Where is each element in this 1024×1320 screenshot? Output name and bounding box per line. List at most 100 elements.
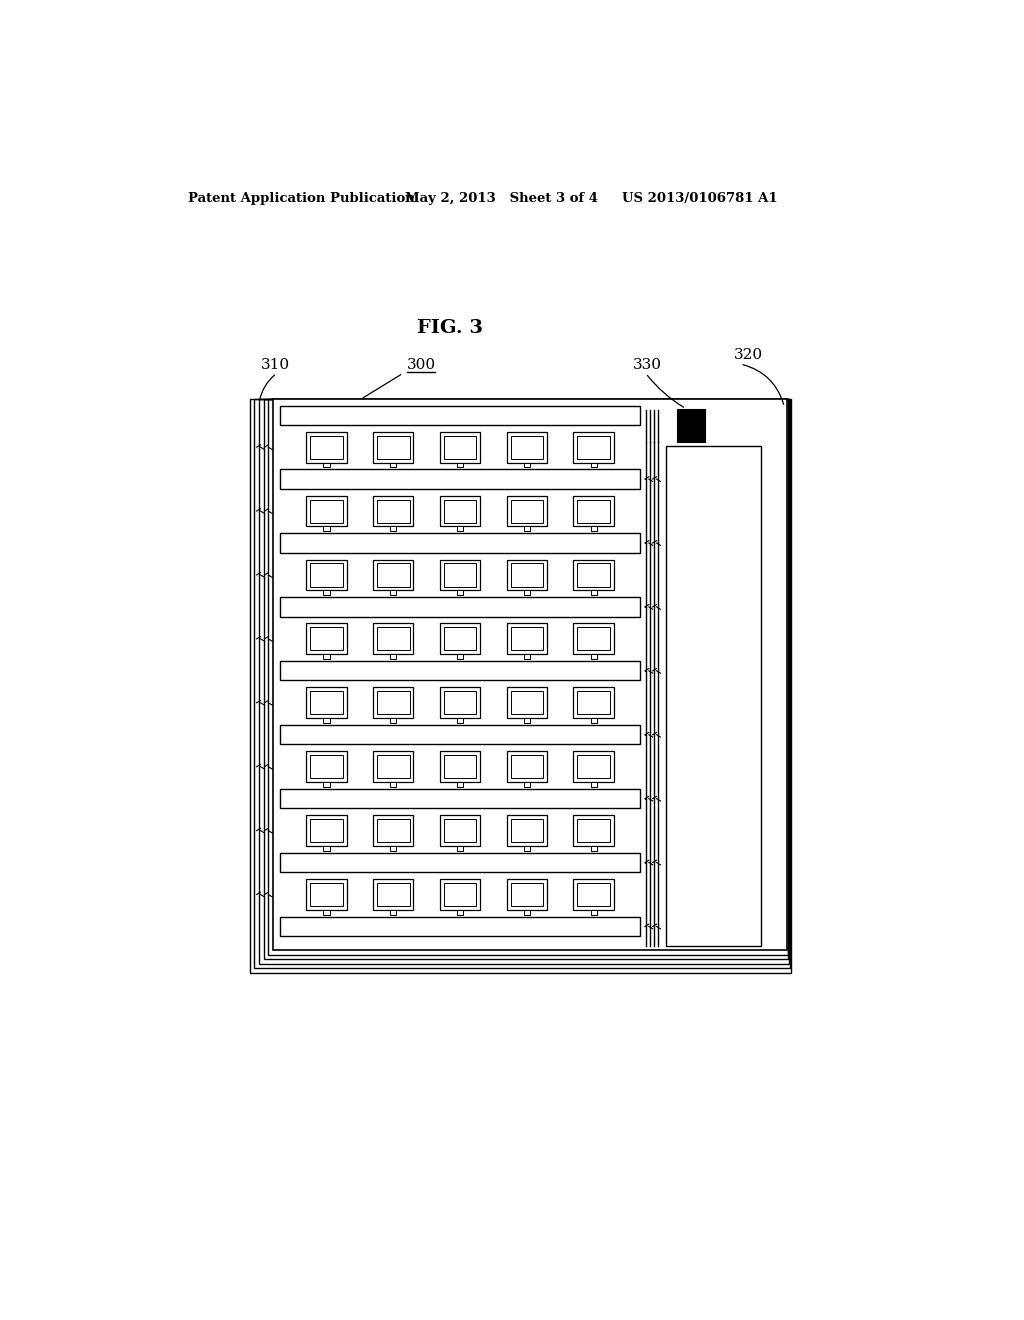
Bar (324, 590, 330, 595)
Bar (324, 846, 330, 850)
Bar (507, 688, 547, 718)
Bar (273, 400, 786, 950)
Bar (573, 688, 613, 718)
Bar (523, 590, 530, 595)
Bar (390, 781, 396, 787)
Bar (507, 751, 547, 781)
Bar (443, 436, 476, 459)
Bar (573, 751, 613, 781)
Bar (591, 718, 597, 723)
Bar (254, 400, 790, 969)
Bar (457, 655, 463, 659)
Bar (390, 590, 396, 595)
Text: 300: 300 (407, 358, 435, 372)
Bar (443, 692, 476, 714)
Bar (306, 879, 347, 909)
Bar (511, 755, 543, 779)
Bar (306, 432, 347, 462)
Bar (578, 883, 610, 906)
Bar (578, 755, 610, 779)
Bar (523, 527, 530, 531)
Bar (268, 400, 787, 954)
Bar (373, 560, 414, 590)
Bar (523, 655, 530, 659)
Bar (306, 560, 347, 590)
Bar (280, 598, 640, 616)
Bar (377, 564, 410, 586)
Bar (306, 623, 347, 655)
Bar (324, 909, 330, 915)
Bar (440, 560, 480, 590)
Bar (440, 879, 480, 909)
Bar (578, 499, 610, 523)
Bar (457, 846, 463, 850)
Bar (324, 655, 330, 659)
Bar (511, 818, 543, 842)
Bar (573, 623, 613, 655)
Bar (310, 564, 343, 586)
Bar (591, 527, 597, 531)
Bar (573, 816, 613, 846)
Bar (443, 564, 476, 586)
Bar (523, 909, 530, 915)
Text: 310: 310 (261, 358, 290, 372)
Bar (507, 816, 547, 846)
Text: US 2013/0106781 A1: US 2013/0106781 A1 (623, 191, 778, 205)
Bar (591, 655, 597, 659)
Bar (511, 692, 543, 714)
Bar (390, 718, 396, 723)
Text: May 2, 2013   Sheet 3 of 4: May 2, 2013 Sheet 3 of 4 (406, 191, 598, 205)
Bar (523, 781, 530, 787)
Bar (390, 846, 396, 850)
Bar (280, 789, 640, 808)
Bar (443, 883, 476, 906)
Bar (511, 627, 543, 651)
Bar (591, 590, 597, 595)
Bar (440, 496, 480, 527)
Bar (324, 527, 330, 531)
Bar (377, 692, 410, 714)
Bar (591, 462, 597, 467)
Bar (280, 470, 640, 488)
Bar (259, 400, 790, 964)
Bar (377, 627, 410, 651)
Bar (310, 883, 343, 906)
Bar (390, 527, 396, 531)
Bar (457, 527, 463, 531)
Bar (390, 462, 396, 467)
Bar (443, 627, 476, 651)
Bar (306, 816, 347, 846)
Bar (457, 781, 463, 787)
Bar (440, 688, 480, 718)
Bar (377, 883, 410, 906)
Bar (578, 627, 610, 651)
Bar (280, 853, 640, 873)
Bar (578, 692, 610, 714)
Bar (573, 560, 613, 590)
Bar (324, 462, 330, 467)
Bar (373, 751, 414, 781)
Bar (373, 879, 414, 909)
Bar (573, 879, 613, 909)
Bar (578, 818, 610, 842)
Bar (591, 909, 597, 915)
Bar (373, 496, 414, 527)
Bar (280, 725, 640, 744)
Bar (511, 564, 543, 586)
Bar (591, 781, 597, 787)
Bar (373, 623, 414, 655)
Bar (310, 692, 343, 714)
Bar (457, 462, 463, 467)
Bar (507, 496, 547, 527)
Bar (280, 533, 640, 553)
Bar (443, 818, 476, 842)
Bar (310, 436, 343, 459)
Bar (578, 564, 610, 586)
Bar (440, 623, 480, 655)
Bar (457, 909, 463, 915)
Bar (523, 718, 530, 723)
Bar (373, 432, 414, 462)
Bar (443, 499, 476, 523)
Bar (511, 436, 543, 459)
Bar (377, 499, 410, 523)
